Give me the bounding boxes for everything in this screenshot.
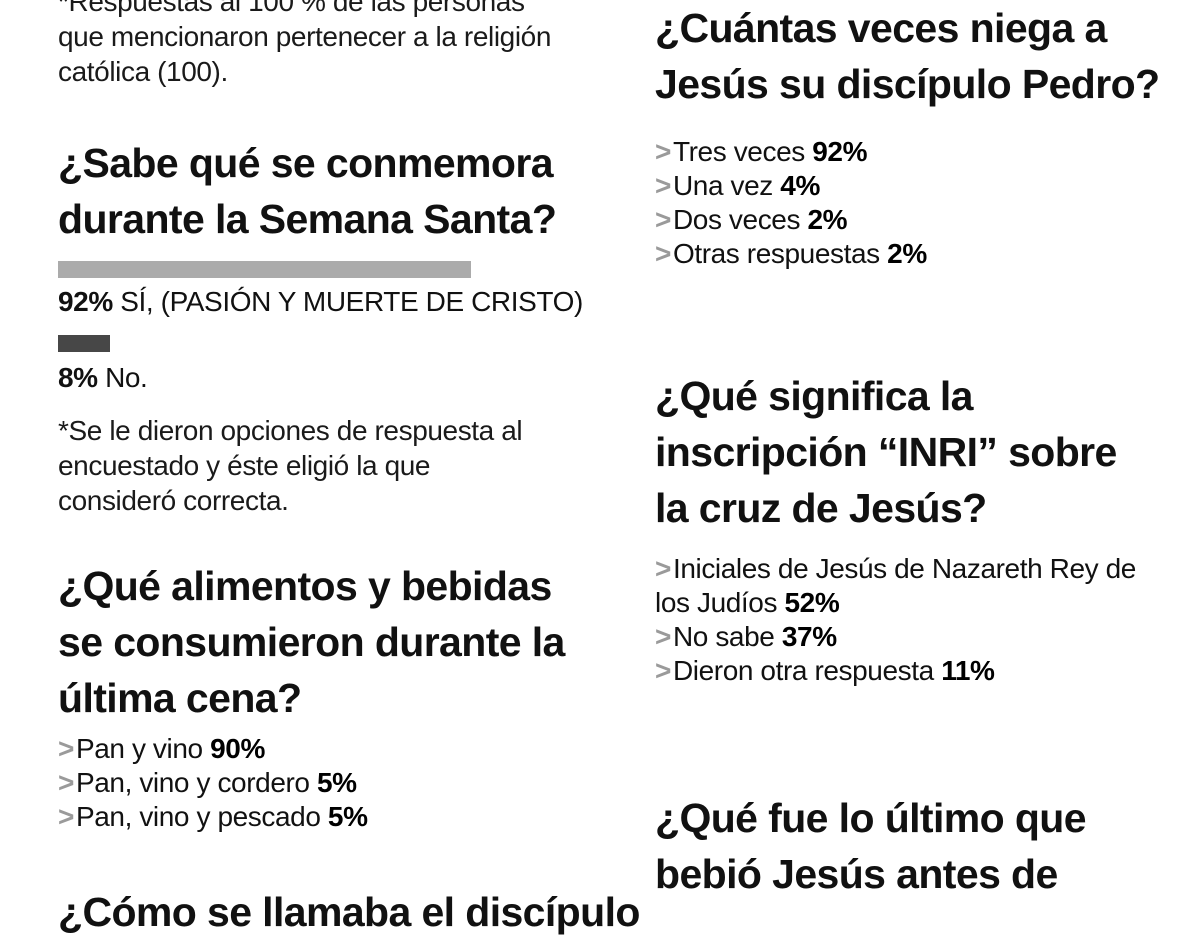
answer-item: >Pan, vino y pescado 5% xyxy=(58,800,368,834)
percentage: 2% xyxy=(807,204,848,235)
answer-text: Dos veces xyxy=(672,204,801,235)
percentage: 8% xyxy=(58,362,98,393)
percentage: 5% xyxy=(327,801,368,832)
arrow-icon: > xyxy=(655,238,671,269)
title-line: se consumieron durante la xyxy=(58,619,565,665)
answer-text: No sabe xyxy=(672,621,775,652)
bar-si xyxy=(58,261,471,278)
question-title-semana-santa: ¿Sabe qué se conmemora durante la Semana… xyxy=(58,135,557,247)
bar-label-si: 92% SÍ, (PASIÓN Y MUERTE DE CRISTO) xyxy=(58,285,583,319)
answer-text: SÍ, (PASIÓN Y MUERTE DE CRISTO) xyxy=(120,286,583,317)
answer-text: Dieron otra respuesta xyxy=(672,655,934,686)
question-title-pedro: ¿Cuántas veces niega a Jesús su discípul… xyxy=(655,0,1160,112)
arrow-icon: > xyxy=(58,801,74,832)
percentage: 52% xyxy=(784,587,840,618)
note-line: encuestado y éste eligió la que xyxy=(58,450,431,481)
bar-no xyxy=(58,335,110,352)
title-line: ¿Cómo se llamaba el discípulo xyxy=(58,889,640,935)
answers-pedro: >Tres veces 92% >Una vez 4% >Dos veces 2… xyxy=(655,135,927,271)
arrow-icon: > xyxy=(655,204,671,235)
note-line: consideró correcta. xyxy=(58,485,289,516)
title-line: ¿Qué fue lo último que xyxy=(655,795,1087,841)
bar-label-no: 8% No. xyxy=(58,361,148,395)
options-note: *Se le dieron opciones de respuesta al e… xyxy=(58,413,523,518)
percentage: 92% xyxy=(58,286,113,317)
answer-item: >Tres veces 92% xyxy=(655,135,927,169)
arrow-icon: > xyxy=(655,553,671,584)
title-line: ¿Qué significa la xyxy=(655,373,973,419)
answer-text: Pan y vino xyxy=(75,733,203,764)
arrow-icon: > xyxy=(58,733,74,764)
intro-note-line: católica (100). xyxy=(58,56,228,87)
question-title-inri: ¿Qué significa la inscripción “INRI” sob… xyxy=(655,368,1117,536)
arrow-icon: > xyxy=(655,136,671,167)
title-line: durante la Semana Santa? xyxy=(58,196,557,242)
title-line: ¿Cuántas veces niega a xyxy=(655,5,1107,51)
title-line: última cena? xyxy=(58,675,302,721)
arrow-icon: > xyxy=(58,767,74,798)
answer-item: >Dieron otra respuesta 11% xyxy=(655,654,1136,688)
title-line: ¿Qué alimentos y bebidas xyxy=(58,563,552,609)
answer-item: >Iniciales de Jesús de Nazareth Rey de xyxy=(655,552,1136,586)
percentage: 92% xyxy=(812,136,868,167)
answer-item: >Pan y vino 90% xyxy=(58,732,368,766)
percentage: 4% xyxy=(780,170,820,201)
answer-item-continued: los Judíos 52% xyxy=(655,586,1136,620)
percentage: 11% xyxy=(941,655,995,686)
arrow-icon: > xyxy=(655,621,671,652)
title-line: inscripción “INRI” sobre xyxy=(655,429,1117,475)
answer-text: Otras respuestas xyxy=(672,238,880,269)
question-title-partial: ¿Cómo se llamaba el discípulo xyxy=(58,884,640,940)
note-line: *Se le dieron opciones de respuesta al xyxy=(58,415,523,446)
answer-text: Una vez xyxy=(672,170,773,201)
title-line: Jesús su discípulo Pedro? xyxy=(655,61,1160,107)
answer-item: >No sabe 37% xyxy=(655,620,1136,654)
answer-item: >Dos veces 2% xyxy=(655,203,927,237)
percentage: 5% xyxy=(316,767,357,798)
answer-text: los Judíos xyxy=(655,587,778,618)
answer-item: >Otras respuestas 2% xyxy=(655,237,927,271)
percentage: 2% xyxy=(887,238,927,269)
answers-ultima-cena: >Pan y vino 90% >Pan, vino y cordero 5% … xyxy=(58,732,368,834)
title-line: la cruz de Jesús? xyxy=(655,485,987,531)
percentage: 37% xyxy=(781,621,837,652)
intro-note-line: *Respuestas al 100 % de las personas xyxy=(58,0,525,17)
arrow-icon: > xyxy=(655,170,671,201)
question-title-ultima-cena: ¿Qué alimentos y bebidas se consumieron … xyxy=(58,558,565,726)
question-title-ultima-bebida: ¿Qué fue lo último que bebió Jesús antes… xyxy=(655,790,1087,902)
answer-item: >Pan, vino y cordero 5% xyxy=(58,766,368,800)
intro-note-line: que mencionaron pertenecer a la religión xyxy=(58,21,551,52)
title-line: ¿Sabe qué se conmemora xyxy=(58,140,554,186)
intro-note: *Respuestas al 100 % de las personas que… xyxy=(58,0,551,89)
answer-text: No. xyxy=(105,362,148,393)
percentage: 90% xyxy=(210,733,265,764)
title-line: bebió Jesús antes de xyxy=(655,851,1058,897)
answer-text: Pan, vino y cordero xyxy=(75,767,310,798)
answer-text: Pan, vino y pescado xyxy=(75,801,321,832)
answer-text: Tres veces xyxy=(672,136,805,167)
answer-item: >Una vez 4% xyxy=(655,169,927,203)
answers-inri: >Iniciales de Jesús de Nazareth Rey de l… xyxy=(655,552,1136,688)
arrow-icon: > xyxy=(655,655,671,686)
answer-text: Iniciales de Jesús de Nazareth Rey de xyxy=(672,553,1136,584)
